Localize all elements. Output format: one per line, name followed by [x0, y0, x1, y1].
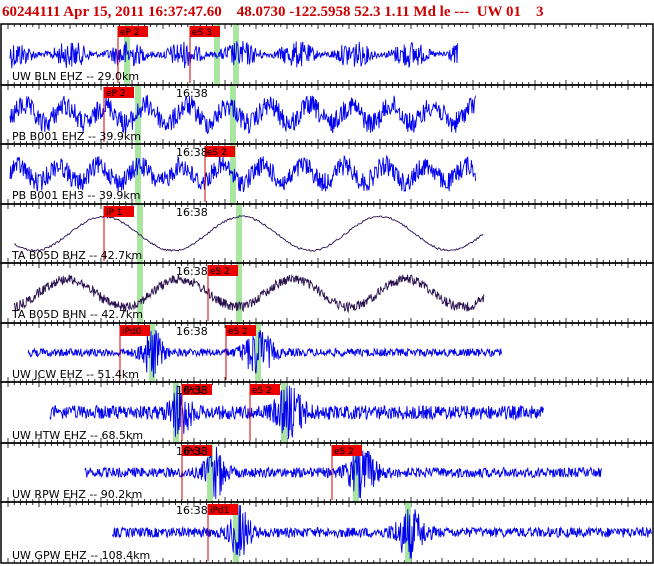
- waveform: [13, 274, 485, 314]
- s-pick-box[interactable]: [208, 265, 238, 276]
- trace-panel[interactable]: eP 2 16:38 PB B001 EHZ -- 39.9km: [0, 84, 654, 145]
- time-label: 16:38: [176, 87, 208, 100]
- pick-window: [135, 145, 141, 203]
- p-pick-box[interactable]: [118, 26, 148, 37]
- time-label: 16:38: [176, 325, 208, 338]
- event-header: 60244111 Apr 15, 2011 16:37:47.60 48.073…: [2, 4, 544, 20]
- p-pick-label: eP 2: [120, 28, 140, 38]
- station-label: PB B001 EH3 -- 39.9km: [12, 189, 140, 202]
- p-pick-box[interactable]: [104, 206, 134, 217]
- p-pick-label: iPc1: [184, 447, 203, 457]
- s-pick-label: eS 2: [228, 327, 248, 337]
- s-pick-box[interactable]: [250, 384, 280, 395]
- trace-panel[interactable]: iPd0 eS 2 16:38 UW JCW EHZ -- 51.4km: [0, 322, 654, 383]
- s-pick-label: eS 3: [192, 28, 212, 38]
- p-pick-label: iPd1: [210, 506, 229, 516]
- p-pick-label: iP 1: [106, 208, 123, 218]
- station-label: UW GPW EHZ -- 108.4km: [12, 549, 150, 562]
- station-label: UW JCW EHZ -- 51.4km: [12, 368, 139, 381]
- waveform: [9, 41, 459, 69]
- p-pick-label: iPc1: [184, 386, 203, 396]
- trace-panel[interactable]: iPc1 eS 2 16:38 UW RPW EHZ -- 90.2km: [0, 442, 654, 503]
- p-pick-box[interactable]: [120, 325, 150, 336]
- pick-window: [233, 503, 239, 562]
- s-pick-label: eS 2: [252, 386, 272, 396]
- s-pick-box[interactable]: [226, 325, 256, 336]
- time-label: 16:38: [176, 445, 208, 458]
- trace-panel[interactable]: eS 216:38 PB B001 EH3 -- 39.9km: [0, 143, 654, 205]
- waveform: [111, 505, 652, 559]
- s-pick-label: eS 2: [210, 267, 230, 277]
- waveform: [9, 154, 477, 193]
- station-label: UW HTW EHZ -- 68.5km: [12, 429, 143, 442]
- p-pick-box[interactable]: [182, 384, 212, 395]
- trace-panel[interactable]: eS 216:38 TA B05D BHN -- 42.7km: [0, 262, 654, 324]
- station-label: UW RPW EHZ -- 90.2km: [12, 488, 142, 501]
- p-pick-label: eP 2: [106, 89, 126, 99]
- s-pick-box[interactable]: [205, 146, 235, 157]
- station-label: UW BLN EHZ -- 29.0km: [12, 70, 139, 83]
- trace-panel[interactable]: eP 2 eS 3 UW BLN EHZ -- 29.0km: [0, 23, 654, 86]
- pick-window: [236, 264, 242, 322]
- pick-window: [137, 205, 143, 262]
- p-pick-box[interactable]: [182, 445, 212, 456]
- panel-frame: [0, 501, 654, 564]
- s-pick-box[interactable]: [190, 26, 220, 37]
- time-label: 16:38: [176, 146, 208, 159]
- station-label: TA B05D BHZ -- 42.7km: [11, 249, 142, 262]
- s-pick-box[interactable]: [332, 445, 362, 456]
- time-label: 16:38: [176, 206, 208, 219]
- pick-window: [149, 324, 155, 381]
- station-label: TA B05D BHN -- 42.7km: [11, 308, 143, 321]
- time-label: 16:38: [176, 384, 208, 397]
- waveform: [27, 329, 502, 378]
- station-label: PB B001 EHZ -- 39.9km: [12, 130, 141, 143]
- trace-panel[interactable]: iPc1 eS 2 16:38 UW HTW EHZ -- 68.5km: [0, 381, 654, 444]
- waveform: [9, 95, 477, 135]
- s-pick-label: eS 2: [334, 447, 354, 457]
- p-pick-box[interactable]: [104, 87, 134, 98]
- p-pick-box[interactable]: [208, 504, 238, 515]
- trace-panel[interactable]: iP 1 16:38 TA B05D BHZ -- 42.7km: [0, 203, 654, 264]
- pick-window: [353, 444, 359, 501]
- time-label: 16:38: [176, 504, 208, 517]
- pick-window: [255, 324, 261, 381]
- pick-window: [207, 444, 213, 501]
- waveform: [49, 385, 545, 440]
- time-label: 16:38: [176, 265, 208, 278]
- pick-window: [214, 25, 220, 84]
- pick-window: [137, 264, 143, 322]
- s-pick-label: eS 2: [207, 148, 227, 158]
- p-pick-label: iPd0: [122, 327, 142, 337]
- pick-window: [236, 205, 242, 262]
- waveform: [84, 446, 603, 500]
- waveform: [14, 215, 484, 252]
